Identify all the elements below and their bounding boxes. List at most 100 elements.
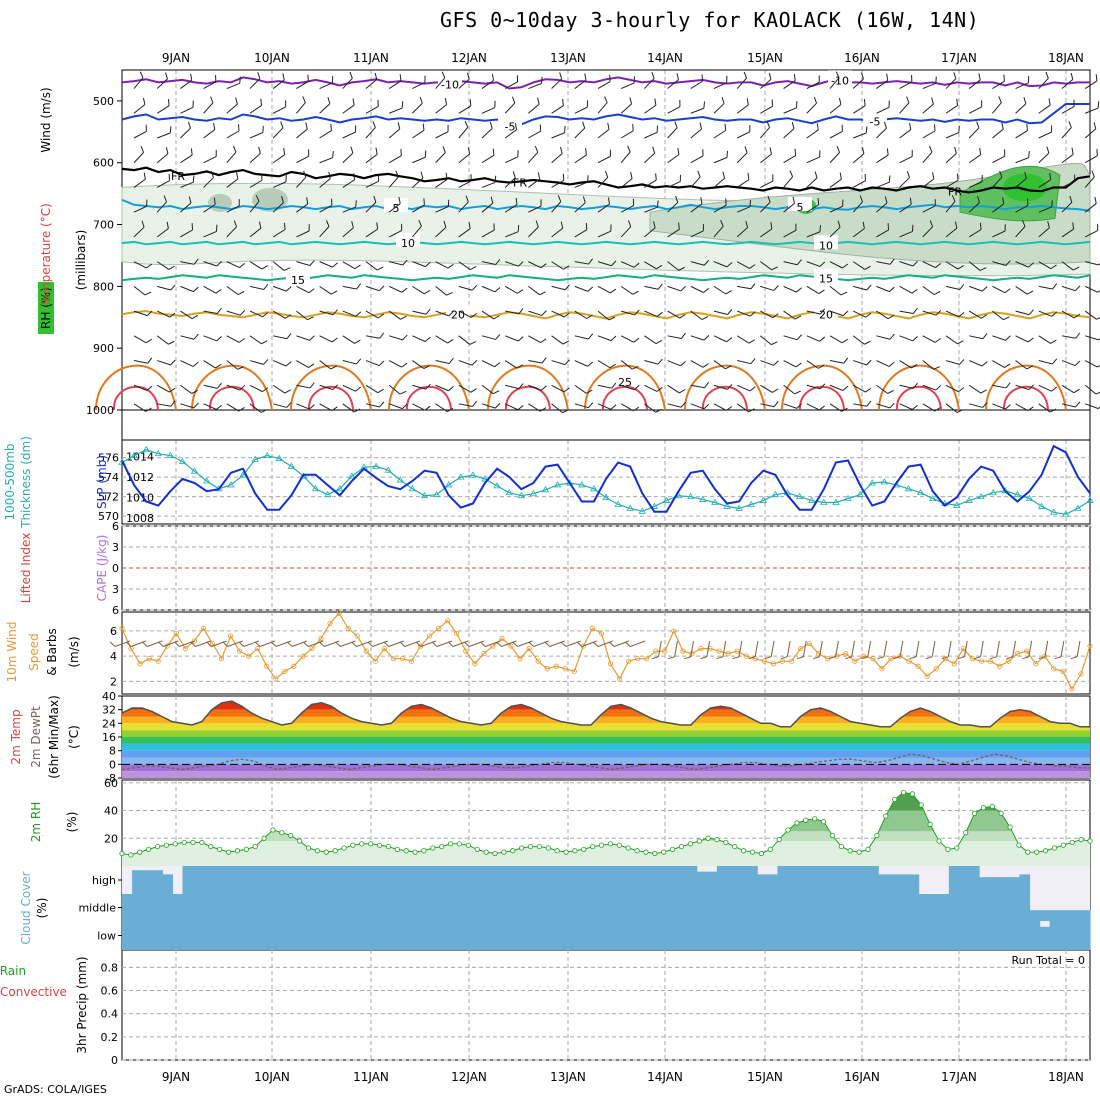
- wind-barb-flag: [514, 123, 518, 130]
- wind-barb-shaft: [667, 384, 680, 394]
- rh-marker: [803, 817, 809, 823]
- wind-barb-flag: [398, 196, 401, 204]
- wind-barb-shaft: [806, 156, 820, 164]
- wind-barb: [736, 146, 748, 164]
- cloud-cell-high: [384, 866, 395, 894]
- wind-barb-flag: [668, 656, 675, 660]
- wind-barb: [574, 175, 589, 188]
- wind-barb-flag: [982, 333, 988, 340]
- wind-barb: [760, 335, 778, 346]
- wind-barb-flag: [586, 389, 593, 394]
- cloud-cell-high: [837, 866, 849, 894]
- wind-barb-shaft: [157, 403, 172, 407]
- wind-barb-shaft: [899, 102, 910, 114]
- wind-barb: [272, 310, 292, 319]
- wind-barb-shaft: [156, 261, 170, 270]
- wind-barb: [504, 150, 519, 164]
- wind-barb: [829, 285, 848, 296]
- wind-barb-shaft: [899, 230, 913, 238]
- wind-barb: [319, 640, 340, 647]
- wind-barb: [690, 403, 710, 410]
- cloud-cell-middle: [716, 894, 728, 921]
- wind-barb-flag: [979, 147, 982, 155]
- wind-barb-flag: [796, 259, 802, 266]
- wind-barb-flag: [441, 71, 446, 79]
- wind-barb-flag: [653, 221, 656, 229]
- wind-barb-shaft: [922, 261, 936, 269]
- wind-speed-marker: [770, 661, 776, 667]
- wind-barb-shaft: [829, 335, 843, 344]
- wind-barb: [644, 200, 659, 213]
- wind-barb: [458, 261, 477, 271]
- cloud-cell-low: [868, 921, 879, 950]
- rh-marker: [572, 848, 578, 854]
- wind-barb-shaft: [1038, 261, 1052, 270]
- wind-barb-flag: [191, 314, 199, 320]
- wind-barb: [481, 175, 497, 188]
- wind-barb-flag: [469, 341, 477, 345]
- cloud-cell-high: [616, 866, 627, 894]
- wind-barb: [133, 71, 144, 89]
- wind-barb: [574, 333, 594, 340]
- cloud-cell-low: [918, 921, 930, 950]
- wind-barb-flag: [222, 641, 229, 647]
- wind-barb: [412, 261, 431, 268]
- rh-marker: [332, 848, 338, 854]
- cloud-level-label: low: [97, 930, 116, 943]
- cloud-cell-high: [606, 866, 617, 894]
- wind-barb-shaft: [620, 285, 633, 295]
- rh-marker: [847, 848, 853, 854]
- wind-barb: [1061, 147, 1074, 164]
- wind-barb-shaft: [551, 261, 564, 270]
- wind-barb-flag: [206, 641, 212, 647]
- cloud-cell-low: [343, 921, 355, 950]
- wind-barb-shaft: [340, 640, 356, 647]
- wind-barb-flag: [610, 288, 617, 294]
- cloud-cell-middle: [787, 894, 799, 921]
- wind-barb-shaft: [853, 132, 867, 139]
- wind-barb-flag: [1027, 198, 1029, 206]
- wind-barb-flag: [286, 641, 293, 647]
- wind-barb-flag: [841, 124, 843, 132]
- wind-barb: [620, 145, 631, 164]
- wind-barb: [608, 640, 630, 647]
- wind-barb-flag: [841, 407, 848, 412]
- wind-barb-flag: [954, 146, 957, 154]
- wind-barb-shaft: [620, 130, 634, 139]
- wind-barb-shaft: [760, 285, 774, 291]
- wind-barb-flag: [702, 149, 704, 156]
- wind-barb: [644, 98, 657, 114]
- wind-barb: [1015, 309, 1034, 316]
- cloud-cell-high: [404, 866, 416, 894]
- rh-marker: [412, 849, 418, 855]
- wind-barb-shaft: [412, 225, 422, 238]
- wind-barb: [388, 223, 403, 238]
- wind-barb: [780, 640, 791, 660]
- rh-marker: [1042, 848, 1049, 854]
- wind-barb-flag: [285, 361, 292, 367]
- wind-speed-marker: [372, 658, 378, 664]
- wind-barb: [273, 402, 292, 408]
- wind-barb-shaft: [922, 205, 936, 213]
- wind-barb-shaft: [574, 181, 588, 188]
- temp-label-3: (6hr Min/Max): [47, 695, 61, 779]
- wind-barb-shaft: [156, 335, 169, 345]
- cloud-cell-middle: [767, 894, 779, 921]
- wind-barb: [412, 383, 431, 390]
- wind-barb-flag: [193, 333, 199, 340]
- rh-marker: [785, 827, 791, 833]
- wind-barb-shaft: [1061, 201, 1073, 213]
- wind-barb: [969, 333, 988, 340]
- wind-barb: [969, 402, 988, 408]
- wind-barb: [388, 196, 401, 213]
- wind-barb: [1084, 384, 1100, 395]
- date-label-bottom: 9JAN: [162, 1070, 190, 1084]
- wind-barb: [458, 310, 477, 318]
- wind-barb: [226, 76, 241, 90]
- wind-barb-shaft: [1084, 155, 1098, 164]
- wind-barb-flag: [528, 641, 534, 647]
- wind-barb: [806, 198, 820, 213]
- wind-barb-flag: [238, 199, 240, 206]
- cloud-cell-high: [999, 877, 1010, 894]
- wind-barb: [504, 171, 516, 188]
